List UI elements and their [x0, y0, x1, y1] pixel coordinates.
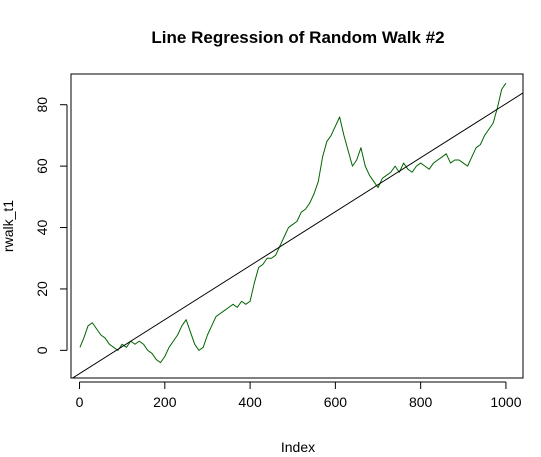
x-tick-label: 400	[238, 394, 262, 410]
plot-frame	[70, 73, 524, 379]
chart-title: Line Regression of Random Walk #2	[151, 28, 444, 47]
regression-line	[71, 92, 523, 378]
random-walk-line	[79, 82, 507, 364]
y-tick-label: 0	[34, 346, 50, 354]
x-tick-label: 200	[153, 394, 177, 410]
y-tick-label: 40	[34, 220, 50, 236]
x-axis-label: Index	[281, 439, 315, 455]
y-axis: 0 20 40 60 80	[34, 97, 68, 354]
x-tick-label: 600	[324, 394, 348, 410]
x-tick-label: 0	[76, 394, 84, 410]
y-tick-label: 20	[34, 281, 50, 297]
x-axis: 0 200 400 600 800 1000	[76, 381, 522, 410]
x-tick-label: 1000	[490, 394, 521, 410]
y-axis-label: rwalk_t1	[0, 200, 16, 252]
y-tick-label: 80	[34, 97, 50, 113]
series-layer	[71, 82, 523, 378]
x-tick-label: 800	[409, 394, 433, 410]
y-tick-label: 60	[34, 158, 50, 174]
